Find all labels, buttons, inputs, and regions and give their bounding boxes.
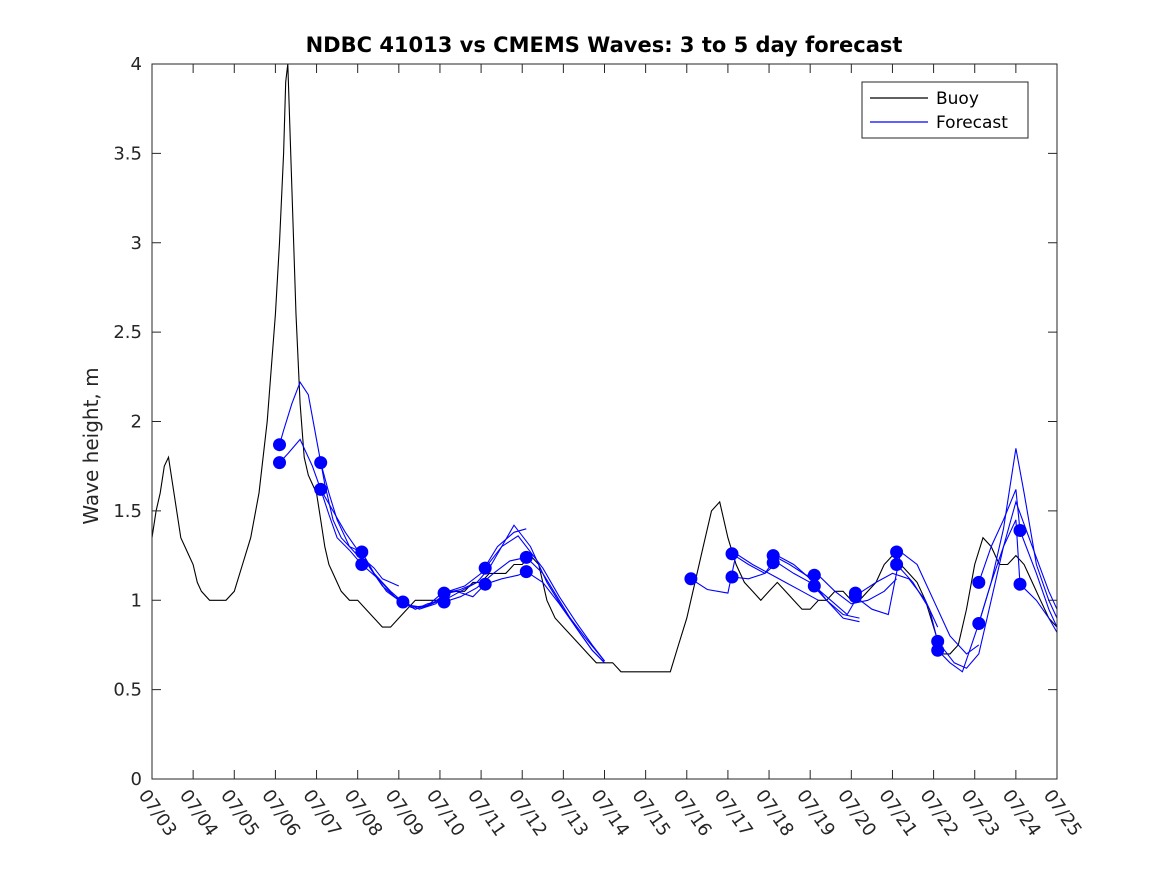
forecast-series-line xyxy=(731,562,860,619)
y-tick-label: 1.5 xyxy=(113,501,142,522)
forecast-marker xyxy=(396,595,410,609)
forecast-marker xyxy=(273,456,286,470)
forecast-marker xyxy=(355,545,369,559)
marker-layer xyxy=(273,438,1027,657)
forecast-marker xyxy=(478,577,492,591)
forecast-marker xyxy=(931,643,945,657)
forecast-marker xyxy=(972,617,986,630)
forecast-marker xyxy=(725,570,739,584)
forecast-series-line xyxy=(978,519,1058,633)
forecast-marker xyxy=(1013,577,1027,591)
forecast-marker xyxy=(972,575,986,589)
forecast-marker xyxy=(931,634,945,648)
y-tick-label: 0.5 xyxy=(113,680,142,701)
y-tick-label: 3.5 xyxy=(113,143,142,164)
forecast-marker xyxy=(273,438,286,452)
forecast-marker xyxy=(437,595,451,609)
forecast-marker xyxy=(478,561,492,575)
forecast-marker xyxy=(519,550,533,564)
y-tick-label: 0 xyxy=(131,769,142,790)
forecast-series-line xyxy=(361,564,486,608)
forecast-series-line xyxy=(278,381,400,587)
forecast-series-line xyxy=(402,528,527,610)
forecast-marker xyxy=(519,565,533,579)
legend: Buoy Forecast xyxy=(861,81,1029,139)
forecast-marker xyxy=(848,590,862,604)
forecast-series-line xyxy=(896,500,1058,669)
legend-box xyxy=(861,81,1029,139)
plot-background xyxy=(152,64,1057,779)
forecast-series-line xyxy=(978,489,1058,628)
forecast-marker xyxy=(355,558,369,571)
forecast-series-line xyxy=(937,448,1058,673)
y-tick-label: 2 xyxy=(131,412,142,433)
plot-area xyxy=(152,64,1057,779)
forecast-marker xyxy=(314,482,328,496)
y-tick-label: 2.5 xyxy=(113,322,142,343)
forecast-marker xyxy=(807,579,821,593)
forecast-marker xyxy=(1013,524,1027,537)
y-axis-label: Wave height, m xyxy=(79,367,103,524)
y-tick-label: 1 xyxy=(131,590,142,611)
legend-label-buoy: Buoy xyxy=(936,89,979,109)
y-tick-label: 4 xyxy=(131,54,142,75)
forecast-series-line xyxy=(731,553,860,623)
forecast-marker xyxy=(890,545,904,559)
forecast-marker xyxy=(684,572,698,586)
forecast-marker xyxy=(890,558,904,571)
forecast-series-line xyxy=(485,570,605,664)
forecast-series-line xyxy=(690,552,819,601)
forecast-series-line xyxy=(855,551,980,655)
y-tick-label: 3 xyxy=(131,233,142,254)
forecast-series-line xyxy=(484,535,605,662)
forecast-series-line xyxy=(772,555,897,605)
forecast-marker xyxy=(807,568,821,582)
chart-title: NDBC 41013 vs CMEMS Waves: 3 to 5 day fo… xyxy=(306,33,903,57)
forecast-marker xyxy=(766,556,780,570)
forecast-marker xyxy=(437,586,451,600)
forecast-marker xyxy=(314,456,328,470)
legend-label-forecast: Forecast xyxy=(936,113,1008,133)
forecast-marker xyxy=(725,547,739,561)
